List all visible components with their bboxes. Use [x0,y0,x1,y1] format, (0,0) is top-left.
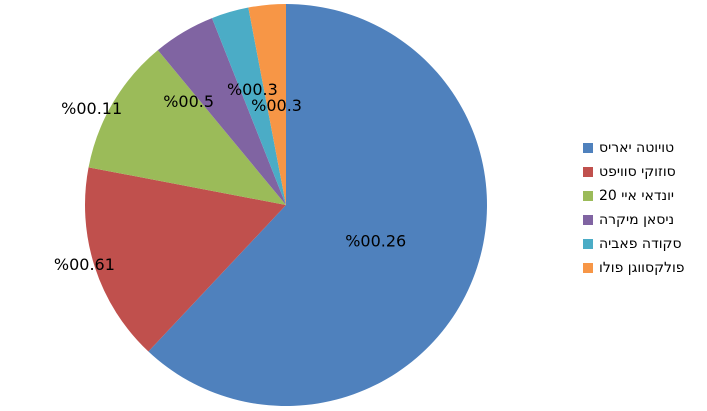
legend-item-vw-polo: פולקסווגן פולו [583,256,703,280]
data-label: %00.11 [61,99,122,118]
slice-skoda-fabia [212,7,286,206]
data-label: %00.3 [251,96,302,115]
legend-label: טויוטה יאריס [599,140,675,156]
legend-label: יונדאי איי 20 [599,188,675,204]
legend-item-toyota-yaris: טויוטה יאריס [583,136,703,160]
slice-hyundai-i20 [88,50,286,206]
legend-item-nissan-micra: ניסאן מיקרה [583,208,703,232]
legend-swatch [583,191,593,201]
legend-label: ניסאן מיקרה [599,212,675,228]
legend-swatch [583,239,593,249]
data-label: %00.3 [227,80,278,99]
slice-suzuki-swift [84,167,286,352]
legend: טויוטה יאריס סוזוקי סוויפט יונדאי איי 20… [583,136,703,280]
legend-swatch [583,263,593,273]
legend-swatch [583,215,593,225]
legend-item-hyundai-i20: יונדאי איי 20 [583,184,703,208]
legend-item-suzuki-swift: סוזוקי סוויפט [583,160,703,184]
legend-item-skoda-fabia: סקודה פאביה [583,232,703,256]
data-label: %00.26 [345,232,406,251]
legend-label: סוזוקי סוויפט [599,164,676,180]
slice-vw-polo [248,4,286,205]
legend-label: סקודה פאביה [599,236,682,252]
slice-nissan-micra [157,18,286,205]
legend-swatch [583,167,593,177]
legend-swatch [583,143,593,153]
data-label: %00.61 [54,255,115,274]
data-label: %00.5 [163,92,214,111]
legend-label: פולקסווגן פולו [599,260,685,276]
slice-toyota-yaris [148,4,487,406]
